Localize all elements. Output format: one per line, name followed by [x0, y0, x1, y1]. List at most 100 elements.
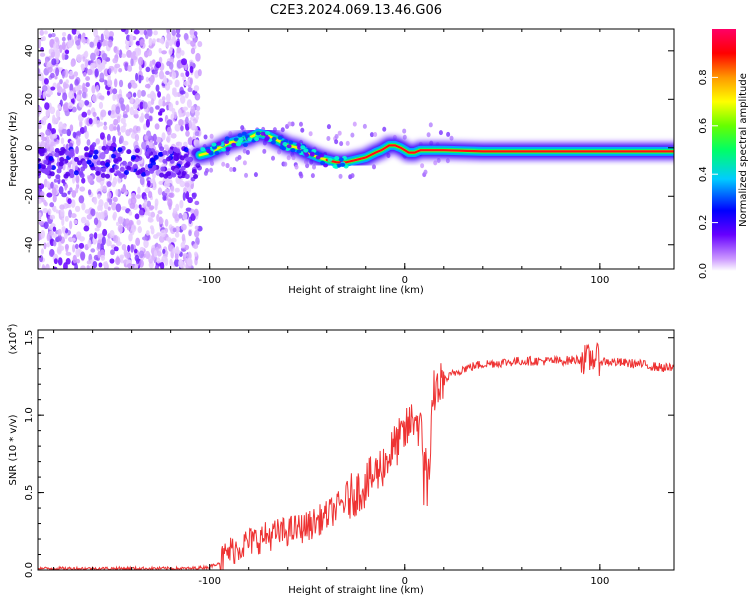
- noise-speckle: [113, 234, 119, 244]
- noise-speckle: [135, 257, 140, 264]
- noise-speckle: [122, 114, 129, 119]
- ridge-speckle: [224, 139, 230, 144]
- noise-speckle: [203, 134, 208, 140]
- noise-speckle: [194, 251, 198, 257]
- spectrogram-y-label: Frequency (Hz): [8, 111, 19, 187]
- noise-speckle: [49, 214, 56, 220]
- noise-speckle: [161, 96, 166, 102]
- noise-speckle: [79, 126, 86, 134]
- noise-speckle: [54, 75, 58, 80]
- noise-speckle: [174, 213, 180, 222]
- noise-speckle: [146, 29, 152, 36]
- noise-speckle: [61, 31, 67, 37]
- noise-band-speckle: [141, 171, 147, 177]
- noise-band-speckle: [150, 157, 156, 163]
- noise-speckle: [69, 83, 74, 93]
- noise-speckle: [164, 82, 171, 91]
- noise-speckle: [45, 263, 50, 269]
- noise-speckle: [147, 101, 152, 108]
- noise-speckle: [88, 117, 93, 125]
- noise-speckle: [186, 257, 193, 267]
- noise-speckle: [193, 229, 200, 238]
- noise-speckle: [64, 109, 70, 117]
- noise-speckle: [158, 47, 162, 54]
- noise-speckle: [138, 204, 142, 209]
- noise-speckle: [144, 113, 150, 120]
- ridge-speckle: [206, 149, 212, 154]
- noise-speckle: [190, 34, 196, 39]
- ridge-speckle: [265, 131, 271, 136]
- snr-y-tick-label: 0.5: [24, 485, 35, 501]
- noise-speckle: [76, 94, 81, 100]
- noise-speckle: [83, 125, 87, 133]
- noise-speckle: [133, 113, 139, 119]
- noise-speckle: [73, 71, 79, 77]
- noise-speckle: [186, 39, 192, 45]
- noise-speckle: [140, 90, 146, 97]
- ridge-speckle: [241, 131, 247, 136]
- noise-speckle: [446, 131, 451, 137]
- noise-speckle: [113, 266, 120, 269]
- ridge-speckle: [211, 145, 217, 150]
- noise-speckle: [433, 160, 438, 166]
- noise-speckle: [76, 138, 81, 147]
- noise-speckle: [52, 226, 57, 232]
- spectrogram-y-tick-label: 0: [24, 145, 35, 151]
- noise-speckle: [326, 124, 331, 130]
- noise-speckle: [65, 143, 70, 152]
- noise-band-speckle: [179, 155, 185, 161]
- noise-speckle: [38, 72, 44, 82]
- noise-speckle: [175, 40, 181, 48]
- noise-band-speckle: [121, 160, 127, 166]
- noise-speckle: [117, 216, 123, 225]
- noise-speckle: [194, 225, 199, 230]
- noise-speckle: [44, 139, 50, 149]
- noise-speckle: [85, 82, 90, 88]
- noise-speckle: [161, 132, 166, 141]
- ridge-speckle: [290, 148, 296, 153]
- noise-speckle: [107, 39, 113, 48]
- noise-speckle: [300, 127, 305, 133]
- noise-speckle: [78, 242, 85, 249]
- noise-speckle: [195, 105, 201, 111]
- noise-speckle: [426, 132, 431, 138]
- noise-speckle: [165, 39, 170, 49]
- noise-speckle: [168, 192, 175, 199]
- noise-speckle: [190, 40, 196, 47]
- noise-speckle: [81, 111, 88, 118]
- noise-speckle: [92, 111, 97, 118]
- noise-band-speckle: [38, 164, 42, 170]
- noise-speckle: [145, 66, 151, 73]
- noise-speckle: [38, 254, 44, 263]
- noise-speckle: [174, 232, 180, 238]
- noise-speckle: [184, 182, 190, 188]
- ridge-speckle: [270, 140, 276, 145]
- noise-speckle: [185, 111, 190, 118]
- noise-speckle: [171, 29, 176, 36]
- noise-speckle: [170, 133, 177, 139]
- noise-speckle: [51, 127, 57, 135]
- noise-speckle: [144, 250, 151, 260]
- noise-speckle: [42, 207, 48, 214]
- noise-speckle: [120, 29, 126, 33]
- noise-speckle: [68, 90, 75, 100]
- snr-y-ticks: 0.0 0.5 1.0 1.5: [24, 330, 674, 578]
- noise-speckle: [98, 101, 104, 110]
- ridge-speckle: [277, 135, 283, 140]
- noise-speckle: [147, 216, 153, 222]
- noise-speckle: [187, 196, 193, 204]
- noise-speckle: [113, 246, 119, 252]
- noise-speckle: [84, 209, 91, 214]
- noise-speckle: [181, 58, 188, 66]
- noise-speckle: [146, 180, 151, 188]
- noise-speckle: [133, 248, 138, 254]
- noise-speckle: [180, 72, 185, 77]
- noise-speckle: [112, 176, 118, 186]
- noise-speckle: [80, 216, 87, 224]
- ridge-peak: [325, 144, 674, 164]
- noise-speckle: [61, 217, 65, 227]
- noise-speckle: [339, 141, 344, 147]
- noise-speckle: [132, 50, 137, 57]
- noise-speckle: [38, 58, 42, 66]
- noise-band-speckle: [101, 145, 107, 151]
